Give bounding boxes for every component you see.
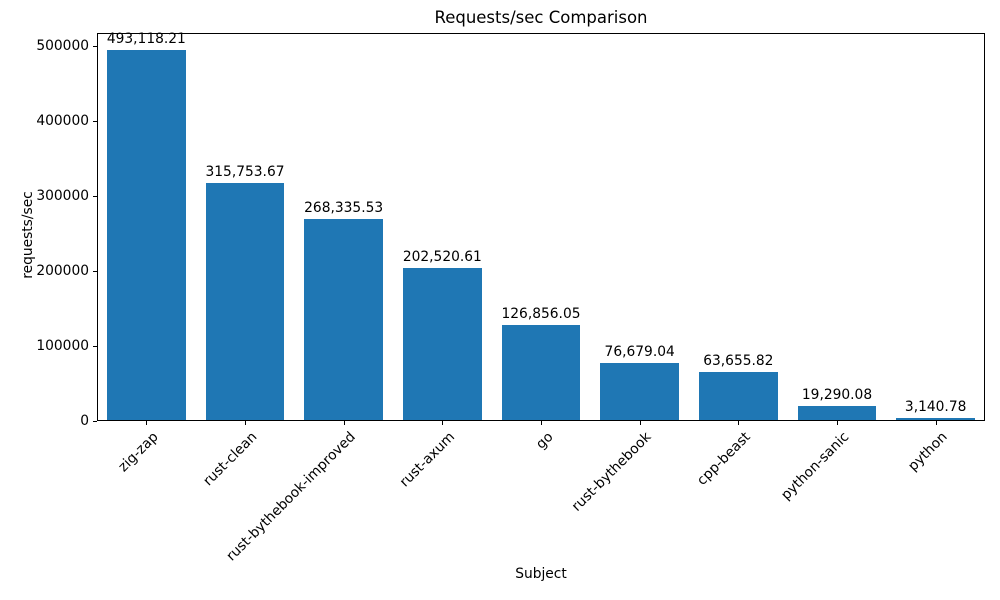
bar-value-label: 63,655.82 xyxy=(703,353,774,370)
bar-value-label: 268,335.53 xyxy=(304,199,384,216)
y-tick-label: 200000 xyxy=(36,263,89,280)
x-tick-label: rust-bythebook xyxy=(569,429,655,515)
x-tick-mark xyxy=(146,421,148,425)
x-tick-label: cpp-beast xyxy=(693,429,754,489)
x-tick-label: go xyxy=(532,429,557,453)
bar-value-label: 126,856.05 xyxy=(501,305,581,322)
bar xyxy=(106,50,186,420)
y-tick-mark xyxy=(93,196,97,198)
x-tick-mark xyxy=(343,421,345,425)
y-tick-label: 0 xyxy=(80,413,89,429)
y-tick-mark xyxy=(93,46,97,48)
x-tick-mark xyxy=(541,421,542,425)
x-tick-label: python-sanic xyxy=(778,429,853,504)
bar-value-label: 493,118.21 xyxy=(106,31,186,48)
x-tick-mark xyxy=(442,421,444,425)
x-tick-label: zig-zap xyxy=(115,429,162,476)
bar xyxy=(896,417,976,420)
x-tick-mark xyxy=(245,421,246,425)
y-axis-label: requests/sec xyxy=(20,191,36,279)
bar xyxy=(402,268,482,420)
x-tick-mark xyxy=(935,421,937,425)
x-tick-label: rust-clean xyxy=(200,429,261,490)
y-tick-label: 500000 xyxy=(36,38,89,55)
x-axis-label: Subject xyxy=(515,566,567,582)
y-tick-mark xyxy=(93,346,97,348)
bar-value-label: 3,140.78 xyxy=(904,398,967,415)
y-tick-label: 100000 xyxy=(36,338,89,355)
bar-value-label: 315,753.67 xyxy=(205,164,285,181)
bar xyxy=(501,324,581,420)
y-tick-mark xyxy=(93,121,97,123)
x-tick-label: python xyxy=(905,429,951,475)
bar-value-label: 76,679.04 xyxy=(604,343,675,360)
x-tick-mark xyxy=(837,421,838,425)
bar xyxy=(600,362,680,420)
y-tick-mark xyxy=(93,421,97,422)
y-tick-mark xyxy=(93,271,97,273)
plot-area xyxy=(97,33,985,421)
y-tick-label: 300000 xyxy=(36,188,89,205)
bar xyxy=(698,372,778,420)
x-tick-mark xyxy=(738,421,740,425)
bar xyxy=(304,218,384,420)
bar xyxy=(205,183,285,420)
bar xyxy=(797,405,877,420)
bar-value-label: 19,290.08 xyxy=(801,386,873,403)
x-tick-label: rust-axum xyxy=(396,429,458,491)
x-tick-mark xyxy=(639,421,641,425)
bar-value-label: 202,520.61 xyxy=(402,249,482,266)
bars-layer xyxy=(98,34,984,420)
y-tick-label: 400000 xyxy=(36,113,89,130)
chart-title: Requests/sec Comparison xyxy=(434,8,648,27)
